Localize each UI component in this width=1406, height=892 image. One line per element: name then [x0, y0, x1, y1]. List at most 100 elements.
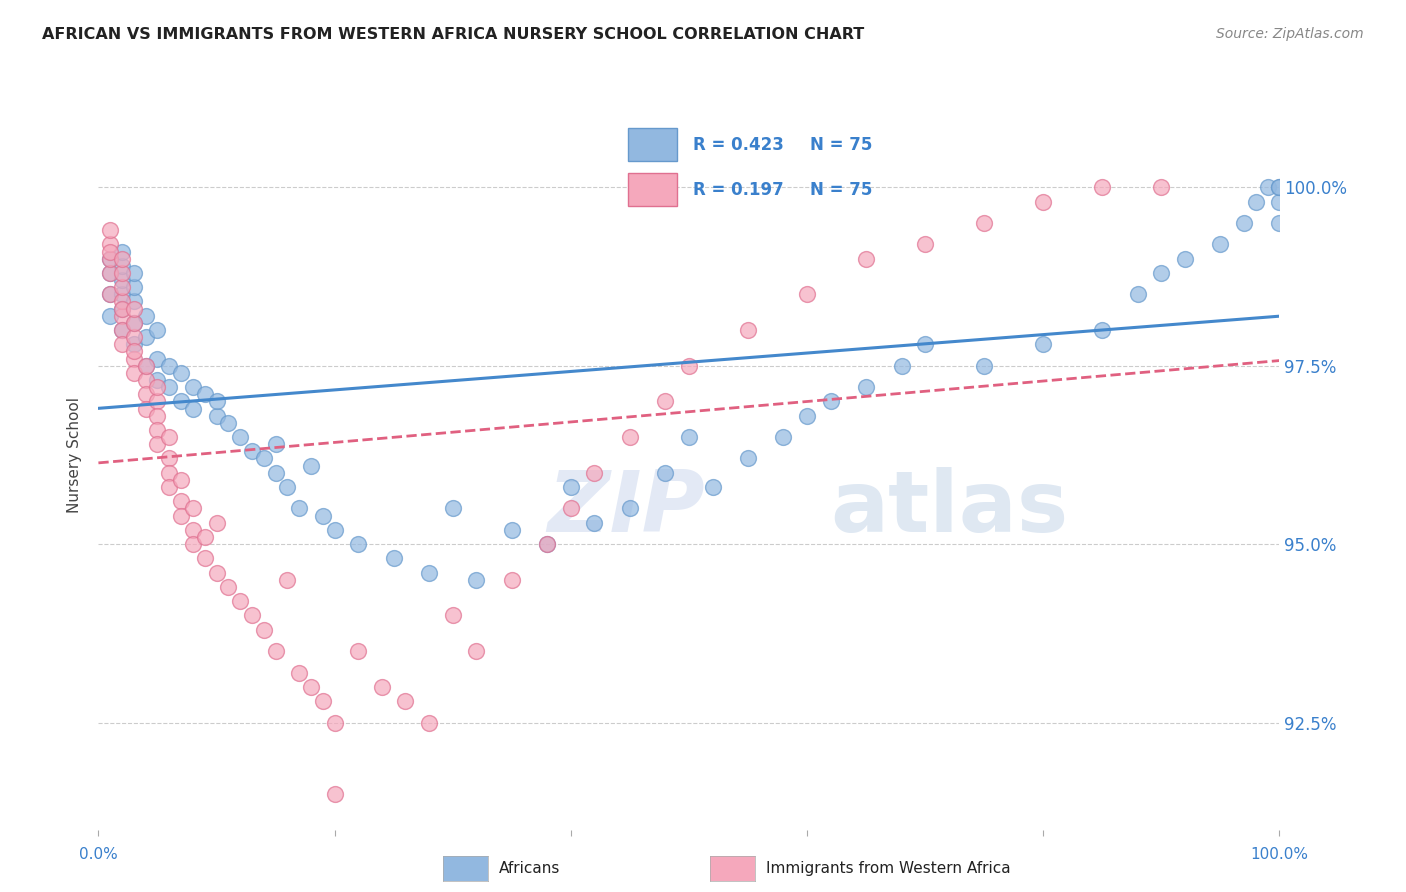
Point	[1257, 180, 1279, 194]
Point	[1209, 237, 1232, 252]
Point	[560, 501, 582, 516]
Point	[299, 458, 322, 473]
Point	[583, 466, 606, 480]
Text: R = 0.197: R = 0.197	[693, 181, 783, 199]
Point	[1268, 180, 1291, 194]
Point	[122, 351, 145, 366]
Point	[619, 430, 641, 444]
Point	[702, 480, 724, 494]
Point	[914, 337, 936, 351]
Point	[98, 223, 121, 237]
Point	[253, 451, 276, 466]
Point	[276, 480, 298, 494]
Point	[465, 573, 488, 587]
Point	[276, 573, 298, 587]
Point	[157, 480, 180, 494]
Point	[111, 301, 134, 316]
Point	[111, 323, 134, 337]
Point	[181, 501, 204, 516]
Point	[205, 566, 228, 580]
Point	[181, 537, 204, 551]
Point	[157, 359, 180, 373]
Point	[98, 309, 121, 323]
Point	[536, 537, 558, 551]
Point	[536, 537, 558, 551]
Point	[914, 237, 936, 252]
Point	[347, 537, 370, 551]
Point	[619, 501, 641, 516]
Point	[973, 216, 995, 230]
Point	[146, 423, 169, 437]
Point	[264, 644, 287, 658]
Point	[253, 623, 276, 637]
Point	[1126, 287, 1149, 301]
Point	[194, 551, 217, 566]
Point	[323, 787, 346, 801]
Point	[111, 294, 134, 309]
Point	[170, 494, 193, 508]
Point	[111, 266, 134, 280]
Text: N = 75: N = 75	[810, 181, 873, 199]
Text: Africans: Africans	[499, 862, 561, 876]
Point	[135, 387, 157, 401]
Point	[240, 608, 263, 623]
Point	[678, 430, 700, 444]
Point	[737, 451, 759, 466]
Point	[560, 480, 582, 494]
Point	[1244, 194, 1267, 209]
Text: 0.0%: 0.0%	[79, 847, 118, 863]
Text: 100.0%: 100.0%	[1250, 847, 1309, 863]
Point	[288, 501, 311, 516]
Point	[122, 366, 145, 380]
Point	[146, 409, 169, 423]
Point	[111, 309, 134, 323]
Point	[122, 344, 145, 359]
Point	[229, 594, 252, 608]
Point	[135, 359, 157, 373]
Text: AFRICAN VS IMMIGRANTS FROM WESTERN AFRICA NURSERY SCHOOL CORRELATION CHART: AFRICAN VS IMMIGRANTS FROM WESTERN AFRIC…	[42, 27, 865, 42]
Point	[146, 351, 169, 366]
Point	[583, 516, 606, 530]
Point	[441, 608, 464, 623]
Point	[122, 316, 145, 330]
Point	[654, 466, 676, 480]
Point	[1032, 194, 1054, 209]
Point	[1268, 194, 1291, 209]
Point	[394, 694, 416, 708]
Text: Immigrants from Western Africa: Immigrants from Western Africa	[766, 862, 1011, 876]
Point	[1150, 266, 1173, 280]
Point	[855, 252, 877, 266]
Point	[194, 530, 217, 544]
Point	[264, 437, 287, 451]
Point	[98, 252, 121, 266]
Point	[98, 287, 121, 301]
Point	[170, 366, 193, 380]
Text: ZIP: ZIP	[547, 467, 704, 550]
Point	[111, 244, 134, 259]
Point	[122, 280, 145, 294]
Point	[501, 573, 523, 587]
Point	[418, 715, 440, 730]
Point	[299, 680, 322, 694]
Point	[312, 508, 335, 523]
Point	[157, 451, 180, 466]
Point	[111, 259, 134, 273]
Point	[973, 359, 995, 373]
Point	[135, 373, 157, 387]
Point	[98, 266, 121, 280]
FancyBboxPatch shape	[628, 173, 678, 206]
Text: N = 75: N = 75	[810, 136, 873, 153]
Point	[501, 523, 523, 537]
Point	[288, 665, 311, 680]
Point	[465, 644, 488, 658]
Point	[264, 466, 287, 480]
Point	[111, 301, 134, 316]
Point	[122, 266, 145, 280]
Point	[111, 280, 134, 294]
Point	[157, 466, 180, 480]
Point	[323, 523, 346, 537]
Point	[737, 323, 759, 337]
Text: R = 0.423: R = 0.423	[693, 136, 783, 153]
Point	[654, 394, 676, 409]
Point	[122, 301, 145, 316]
